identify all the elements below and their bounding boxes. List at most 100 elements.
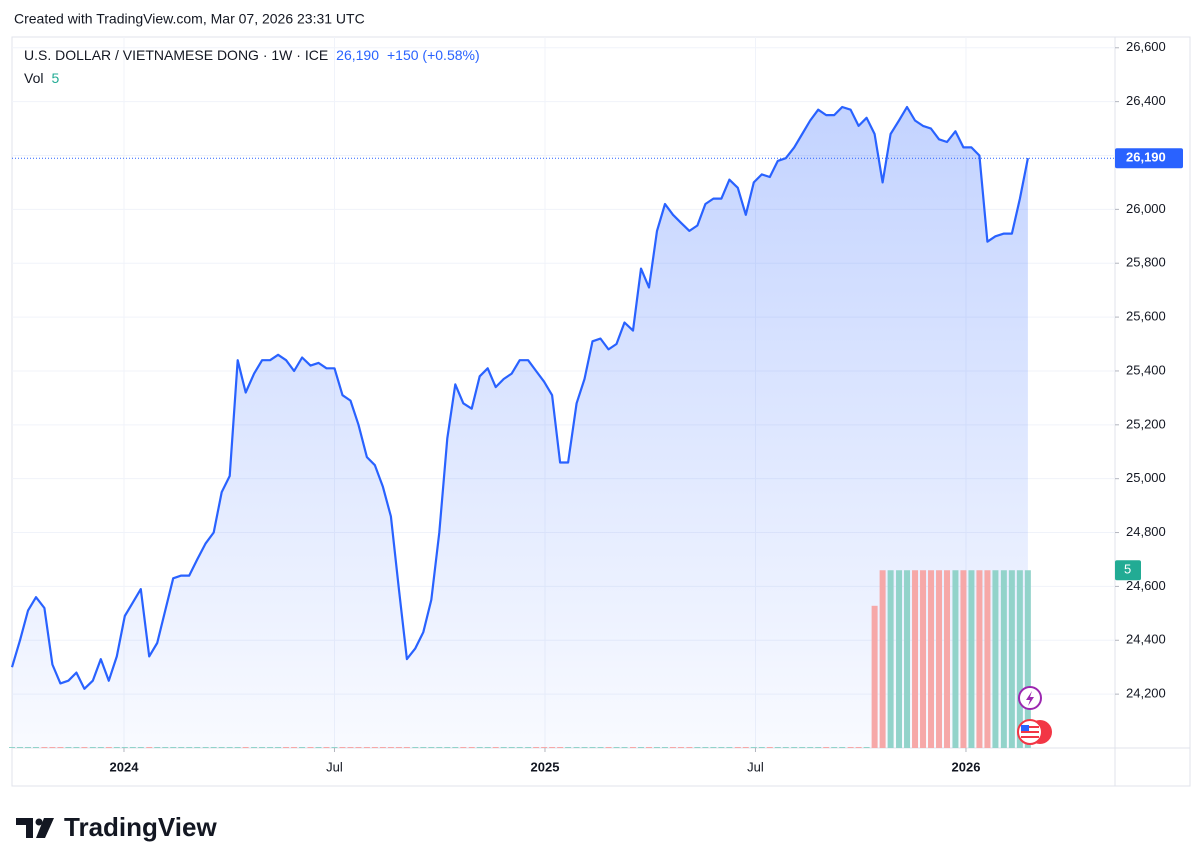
volume-tag (1115, 560, 1141, 581)
volume-bar (129, 747, 136, 748)
volume-bar (24, 747, 31, 748)
volume-bar (347, 747, 354, 748)
x-tick-label: Jul (747, 759, 764, 774)
volume-bar (710, 747, 717, 748)
y-tick-label: 25,200 (1126, 416, 1166, 431)
volume-bar (589, 747, 596, 748)
y-tick-label: 26,600 (1126, 39, 1166, 54)
y-tick-label: 26,400 (1126, 93, 1166, 108)
logo-text: TradingView (64, 812, 217, 842)
y-tick-label: 25,600 (1126, 309, 1166, 324)
area (12, 107, 1028, 748)
y-tick-label: 24,800 (1126, 524, 1166, 539)
event-icons (1017, 686, 1052, 745)
volume-bar (912, 570, 919, 748)
volume-bar (460, 747, 467, 748)
volume-bar (242, 747, 249, 748)
volume-bar (331, 747, 338, 748)
volume-bar (686, 747, 693, 748)
volume-bar (831, 747, 838, 748)
volume-bar (251, 747, 258, 748)
volume-bar (702, 747, 709, 748)
volume-bar (839, 747, 846, 748)
volume-bar (121, 747, 128, 748)
volume-bar (758, 747, 765, 748)
y-tick-label: 24,200 (1126, 686, 1166, 701)
volume-bar (516, 747, 523, 748)
volume-bar (936, 570, 943, 748)
last-price-tag (1115, 148, 1183, 169)
volume-bar (49, 747, 56, 748)
volume-bar (379, 747, 386, 748)
volume-bar (677, 747, 684, 748)
volume-bar (855, 747, 862, 748)
volume-bar (726, 747, 733, 748)
volume-bar (653, 747, 660, 748)
y-tick-label: 24,600 (1126, 578, 1166, 593)
volume-bar (89, 747, 96, 748)
volume-bar (774, 747, 781, 748)
price-change: +150 (+0.58%) (387, 47, 480, 63)
volume-bar (468, 747, 475, 748)
volume-bar (541, 747, 548, 748)
volume-bar (920, 570, 927, 748)
volume-bar (403, 747, 410, 748)
volume-bar (113, 747, 120, 748)
y-tick-label: 24,400 (1126, 632, 1166, 647)
volume-bar (605, 747, 612, 748)
volume-bar (492, 747, 499, 748)
volume-bar (928, 570, 935, 748)
volume-bar (549, 747, 556, 748)
volume-bar (718, 747, 725, 748)
volume-bar (847, 747, 854, 748)
volume-bar (186, 747, 193, 748)
volume-bar (887, 570, 894, 748)
volume-bar (863, 747, 870, 748)
volume-bar (476, 747, 483, 748)
volume-bar (807, 747, 814, 748)
x-tick-label: 2024 (110, 759, 140, 774)
volume-bar (1024, 570, 1031, 748)
volume-bar (97, 747, 104, 748)
volume-bar (259, 747, 266, 748)
volume-bar (146, 747, 153, 748)
volume-tag-label: 5 (1124, 562, 1131, 577)
x-tick-label: 2025 (531, 759, 560, 774)
last-price-tag-label: 26,190 (1126, 150, 1166, 165)
volume-bar (645, 747, 652, 748)
logo: TradingView (16, 812, 217, 842)
volume-bar (500, 747, 507, 748)
volume-bar (452, 747, 459, 748)
volume-bar (73, 747, 80, 748)
volume-bar (170, 747, 177, 748)
volume-bar (944, 570, 951, 748)
volume-bar (734, 747, 741, 748)
volume-bar (669, 747, 676, 748)
volume-bar (363, 747, 370, 748)
volume-bar (194, 747, 201, 748)
volume-bar (32, 747, 39, 748)
volume-bar (323, 747, 330, 748)
volume-bar (218, 747, 225, 748)
volume-bar (275, 747, 282, 748)
volume-bar (766, 747, 773, 748)
y-tick-label: 25,000 (1126, 470, 1166, 485)
volume-bar (41, 747, 48, 748)
volume-bar (436, 747, 443, 748)
volume-bar (428, 747, 435, 748)
price-line (10, 105, 1029, 690)
volume-bar (315, 747, 322, 748)
volume-bar (613, 747, 620, 748)
volume-bar (750, 747, 757, 748)
volume-bar (154, 747, 161, 748)
volume-bar (105, 747, 112, 748)
legend: U.S. DOLLAR / VIETNAMESE DONG · 1W · ICE… (24, 47, 480, 63)
y-tick-label: 26,000 (1126, 201, 1166, 216)
y-tick-label: 25,400 (1126, 362, 1166, 377)
y-tick-label: 25,800 (1126, 255, 1166, 270)
volume-bar (581, 747, 588, 748)
volume-bar (267, 747, 274, 748)
volume-bar (291, 747, 298, 748)
symbol-title: U.S. DOLLAR / VIETNAMESE DONG · 1W · ICE (24, 47, 329, 63)
